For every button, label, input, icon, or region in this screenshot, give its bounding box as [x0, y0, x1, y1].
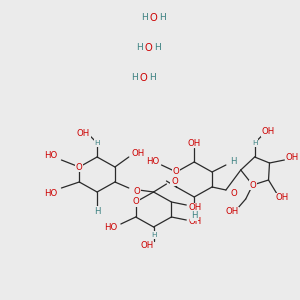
Text: H: H [231, 157, 237, 166]
Text: H: H [94, 140, 100, 146]
Text: OH: OH [262, 128, 275, 136]
Text: O: O [145, 43, 152, 53]
Text: O: O [230, 188, 237, 197]
Text: H: H [131, 74, 138, 82]
Text: H: H [136, 44, 143, 52]
Text: H: H [252, 140, 257, 146]
Text: O: O [132, 197, 139, 206]
Text: HO: HO [44, 152, 57, 160]
Text: H: H [159, 14, 166, 22]
Text: O: O [150, 13, 158, 23]
Text: H: H [154, 44, 161, 52]
Text: OH: OH [225, 208, 239, 217]
Text: OH: OH [286, 152, 299, 161]
Text: O: O [171, 176, 178, 185]
Text: HO: HO [146, 158, 159, 166]
Text: H: H [191, 212, 197, 220]
Text: H: H [94, 206, 101, 215]
Text: OH: OH [140, 242, 153, 250]
Text: O: O [134, 188, 140, 196]
Text: O: O [140, 73, 148, 83]
Text: H: H [141, 14, 148, 22]
Text: O: O [173, 167, 180, 176]
Text: O: O [76, 163, 83, 172]
Text: OH: OH [131, 148, 144, 158]
Text: OH: OH [189, 218, 202, 226]
Text: HO: HO [104, 224, 118, 232]
Text: O: O [249, 181, 256, 190]
Text: OH: OH [276, 194, 289, 202]
Text: OH: OH [189, 203, 202, 212]
Text: OH: OH [188, 139, 201, 148]
Text: HO: HO [44, 188, 57, 197]
Text: OH: OH [76, 128, 90, 137]
Text: H: H [151, 232, 156, 238]
Text: H: H [149, 74, 156, 82]
